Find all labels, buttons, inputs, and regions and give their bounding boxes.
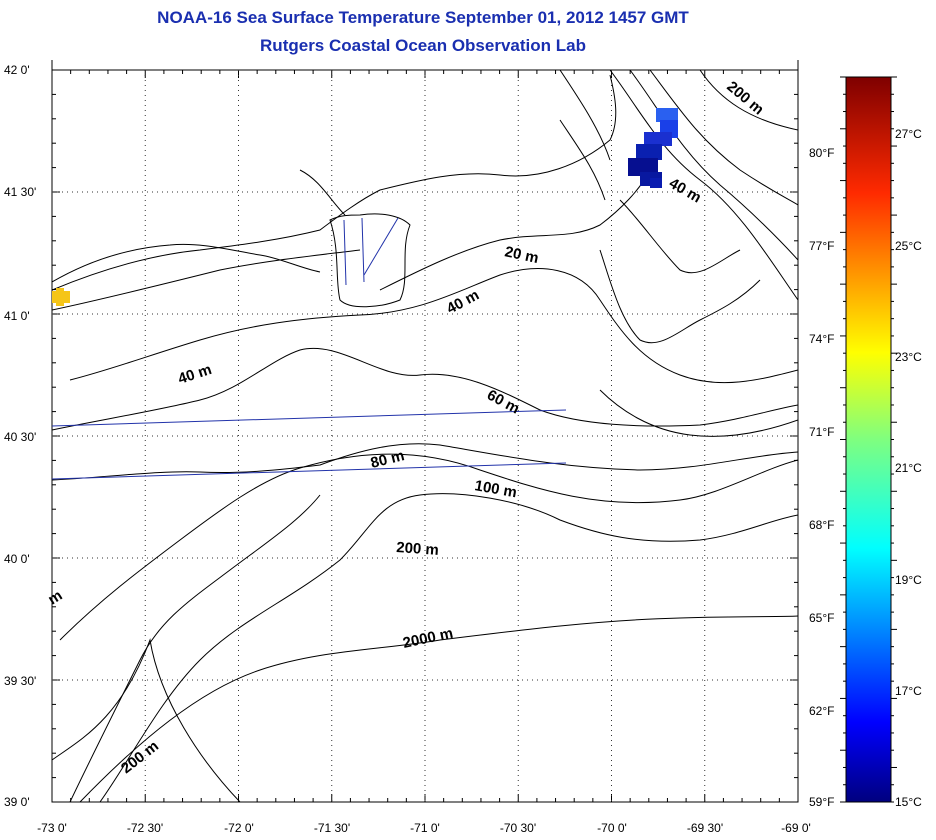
celsius-label: 25°C (895, 239, 922, 253)
lon-label: -72 0' (224, 821, 254, 835)
depth-label-200m-mid: 200 m (396, 539, 440, 559)
lon-label: -71 0' (410, 821, 440, 835)
map-subtitle: Rutgers Coastal Ocean Observation Lab (260, 36, 586, 55)
lat-label: 40 0' (4, 552, 30, 566)
lat-label: 39 0' (4, 795, 30, 809)
lat-label: 41 30' (4, 185, 36, 199)
lon-label: -69 30' (687, 821, 723, 835)
fahrenheit-label: 77°F (809, 239, 834, 253)
depth-label-20m: 20 m (503, 243, 540, 267)
lat-label: 42 0' (4, 63, 30, 77)
map-title: NOAA-16 Sea Surface Temperature Septembe… (157, 8, 689, 27)
fahrenheit-label: 80°F (809, 146, 834, 160)
celsius-label: 15°C (895, 795, 922, 809)
celsius-label: 27°C (895, 127, 922, 141)
fahrenheit-label: 59°F (809, 795, 834, 809)
transect-lines (51, 217, 567, 480)
celsius-label: 17°C (895, 684, 922, 698)
longitude-axis: -73 0' -72 30' -72 0' -71 30' -71 0' -70… (37, 821, 811, 835)
lon-label: -73 0' (37, 821, 67, 835)
lat-label: 40 30' (4, 430, 36, 444)
celsius-label: 23°C (895, 350, 922, 364)
lat-label: 41 0' (4, 309, 30, 323)
lon-label: -69 0' (781, 821, 811, 835)
celsius-label: 19°C (895, 573, 922, 587)
fahrenheit-label: 74°F (809, 332, 834, 346)
colorbar-gradient (845, 76, 892, 803)
colorbar: 80°F 77°F 74°F 71°F 68°F 65°F 62°F 59°F … (809, 76, 922, 809)
fahrenheit-label: 65°F (809, 611, 834, 625)
fahrenheit-label: 62°F (809, 704, 834, 718)
lon-label: -71 30' (314, 821, 350, 835)
fahrenheit-label: 68°F (809, 518, 834, 532)
bathymetry-contours (52, 70, 798, 802)
lon-label: -70 0' (597, 821, 627, 835)
celsius-label: 21°C (895, 461, 922, 475)
lat-label: 39 30' (4, 674, 36, 688)
sst-data-pixels (52, 108, 678, 306)
map-frame (51, 60, 799, 803)
latitude-axis: 42 0' 41 30' 41 0' 40 30' 40 0' 39 30' 3… (4, 63, 36, 809)
lon-label: -70 30' (500, 821, 536, 835)
lon-label: -72 30' (127, 821, 163, 835)
fahrenheit-label: 71°F (809, 425, 834, 439)
